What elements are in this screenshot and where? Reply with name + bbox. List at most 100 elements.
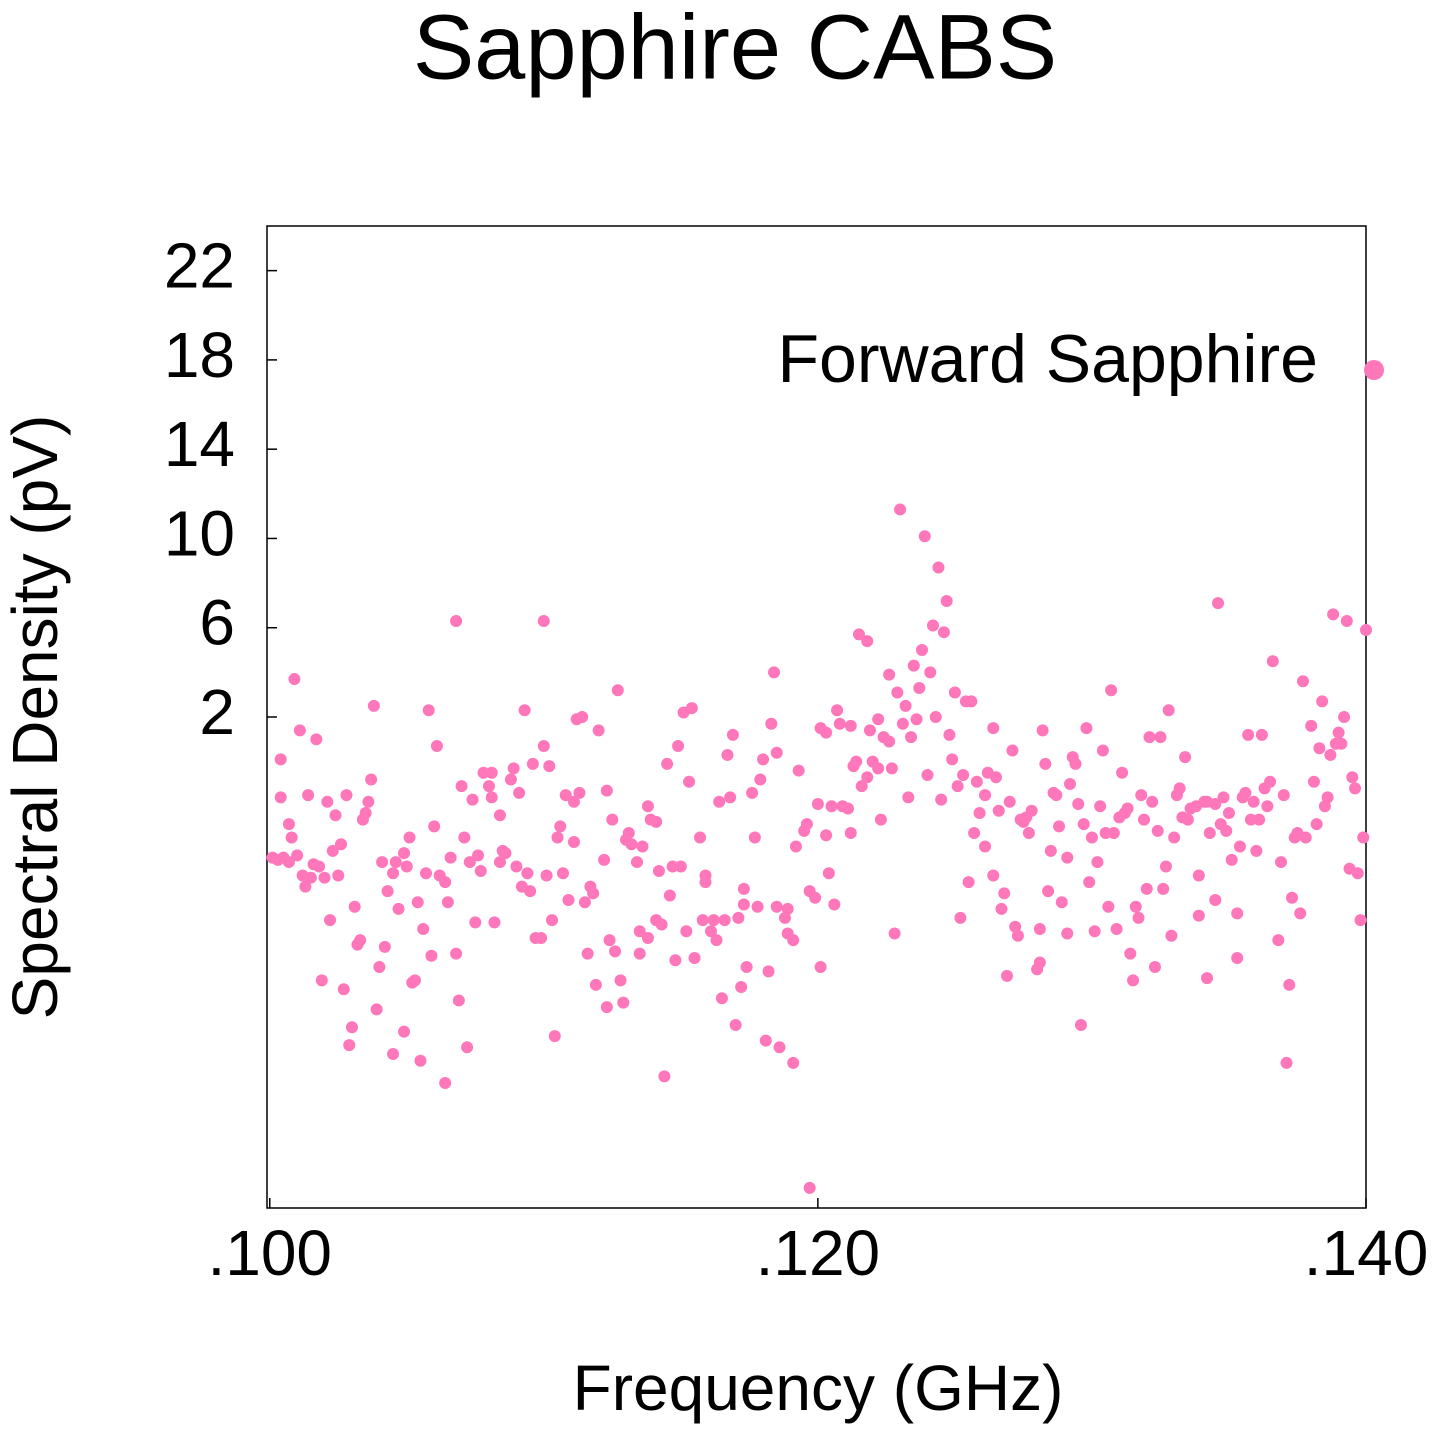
scatter-point bbox=[968, 827, 981, 840]
scatter-point bbox=[414, 1054, 427, 1067]
scatter-point bbox=[1250, 844, 1263, 857]
scatter-point bbox=[726, 728, 739, 741]
scatter-point bbox=[633, 925, 646, 938]
x-axis-label: Frequency (GHz) bbox=[573, 1352, 1064, 1424]
scatter-point bbox=[828, 898, 841, 911]
scatter-point bbox=[663, 889, 676, 902]
scatter-point bbox=[485, 766, 498, 779]
scatter-point bbox=[855, 780, 868, 793]
scatter-point bbox=[540, 869, 553, 882]
scatter-point bbox=[428, 820, 441, 833]
legend-marker bbox=[1364, 360, 1384, 380]
scatter-point bbox=[315, 974, 328, 987]
scatter-point bbox=[1310, 818, 1323, 831]
scatter-point bbox=[400, 860, 413, 873]
scatter-point bbox=[1168, 831, 1181, 844]
scatter-point bbox=[850, 755, 863, 768]
scatter-point bbox=[1053, 820, 1066, 833]
scatter-point bbox=[872, 762, 885, 775]
scatter-point bbox=[1209, 798, 1222, 811]
scatter-point bbox=[419, 867, 432, 880]
scatter-point bbox=[699, 876, 712, 889]
scatter-point bbox=[844, 719, 857, 732]
scatter-point bbox=[861, 635, 874, 648]
scatter-point bbox=[916, 644, 929, 657]
scatter-point bbox=[365, 773, 378, 786]
scatter-point bbox=[387, 867, 400, 880]
scatter-point bbox=[768, 666, 781, 679]
scatter-point bbox=[932, 561, 945, 574]
scatter-point bbox=[504, 773, 517, 786]
scatter-point bbox=[787, 934, 800, 947]
scatter-point bbox=[746, 786, 759, 799]
scatter-point bbox=[910, 713, 923, 726]
scatter-point bbox=[1042, 885, 1055, 898]
scatter-point bbox=[1061, 851, 1074, 864]
scatter-point bbox=[770, 746, 783, 759]
scatter-point bbox=[617, 996, 630, 1009]
scatter-point bbox=[1220, 824, 1233, 837]
scatter-point bbox=[1192, 869, 1205, 882]
scatter-point bbox=[1011, 929, 1024, 942]
scatter-point bbox=[688, 952, 701, 965]
scatter-point bbox=[1283, 978, 1296, 991]
scatter-point bbox=[332, 869, 345, 882]
scatter-point bbox=[1069, 757, 1082, 770]
scatter-point bbox=[1135, 789, 1148, 802]
scatter-point bbox=[1064, 777, 1077, 790]
scatter-point bbox=[1080, 722, 1093, 735]
scatter-point bbox=[718, 914, 731, 927]
scatter-point bbox=[1217, 791, 1230, 804]
scatter-point bbox=[1231, 907, 1244, 920]
scatter-point bbox=[995, 902, 1008, 915]
scatter-point bbox=[987, 722, 1000, 735]
scatter-point bbox=[521, 867, 534, 880]
scatter-point bbox=[343, 1039, 356, 1052]
scatter-point bbox=[600, 784, 613, 797]
scatter-point bbox=[946, 753, 959, 766]
scatter-point bbox=[398, 847, 411, 860]
scatter-point bbox=[650, 815, 663, 828]
scatter-point bbox=[680, 925, 693, 938]
scatter-point bbox=[463, 856, 476, 869]
scatter-point bbox=[592, 724, 605, 737]
y-tick-label: 10 bbox=[164, 497, 235, 569]
scatter-point bbox=[598, 853, 611, 866]
scatter-point bbox=[937, 626, 950, 639]
scatter-point bbox=[1000, 969, 1013, 982]
scatter-point bbox=[573, 786, 586, 799]
scatter-point bbox=[1203, 827, 1216, 840]
scatter-point bbox=[905, 731, 918, 744]
scatter-point bbox=[293, 724, 306, 737]
scatter-point bbox=[770, 900, 783, 913]
scatter-point bbox=[1280, 1056, 1293, 1069]
scatter-point bbox=[600, 1001, 613, 1014]
scatter-point bbox=[737, 882, 750, 895]
scatter-point bbox=[439, 1077, 452, 1090]
scatter-point bbox=[1360, 623, 1372, 636]
scatter-point bbox=[666, 860, 679, 873]
scatter-point bbox=[1233, 840, 1246, 853]
scatter-point bbox=[992, 804, 1005, 817]
scatter-point bbox=[1272, 934, 1285, 947]
scatter-point bbox=[1132, 911, 1145, 924]
scatter-point bbox=[765, 717, 778, 730]
scatter-point bbox=[685, 702, 698, 715]
scatter-point bbox=[513, 786, 526, 799]
scatter-point bbox=[556, 867, 569, 880]
scatter-point bbox=[603, 934, 616, 947]
scatter-point bbox=[1110, 923, 1123, 936]
scatter-point bbox=[367, 699, 380, 712]
scatter-point bbox=[324, 914, 337, 927]
scatter-point bbox=[1286, 891, 1299, 904]
scatter-point bbox=[469, 916, 482, 929]
scatter-point bbox=[704, 925, 717, 938]
scatter-point bbox=[715, 992, 728, 1005]
scatter-point bbox=[1165, 929, 1178, 942]
scatter-point bbox=[929, 711, 942, 723]
scatter-point bbox=[411, 896, 424, 909]
scatter-point bbox=[1105, 684, 1118, 697]
scatter-point bbox=[474, 864, 487, 877]
scatter-point bbox=[450, 615, 463, 628]
